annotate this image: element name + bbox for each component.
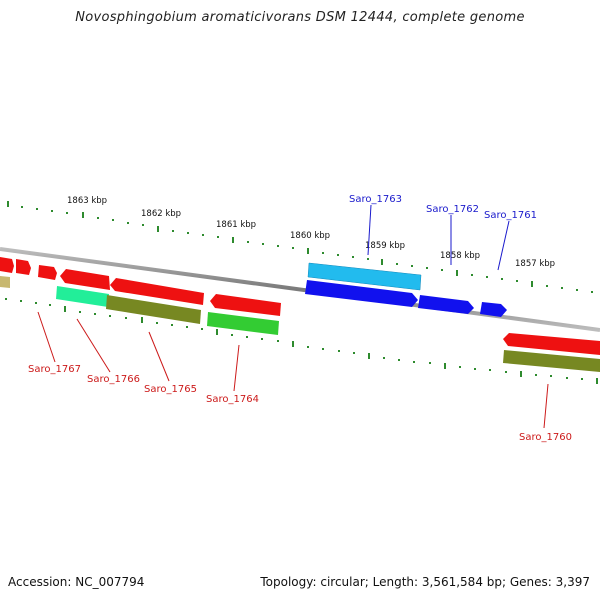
gene-saro_1764[interactable] [207,312,279,335]
gene-saro_1764-top[interactable] [210,294,281,316]
major-tick [381,259,383,265]
major-tick [444,363,446,369]
gene-forward-red[interactable] [38,265,57,280]
gene-saro_1767[interactable] [60,269,110,290]
reverse-genes [0,269,600,372]
leader-lines [37,204,549,429]
major-tick [157,226,159,232]
leader-line [497,220,510,271]
gene-label[interactable]: Saro_1765 [144,384,197,395]
major-tick [292,341,294,347]
kbp-label: 1860 kbp [290,231,330,241]
gene-label[interactable]: Saro_1764 [206,394,259,405]
leader-line [543,383,549,429]
major-tick [232,237,234,243]
kbp-label: 1861 kbp [216,220,256,230]
major-tick [216,329,218,335]
accession-text: Accession: NC_007794 [8,575,145,589]
major-tick [82,212,84,218]
kbp-label: 1862 kbp [141,209,181,219]
genome-backbone [0,247,600,332]
gene-forward-red[interactable] [16,259,31,275]
inner-tick-row [5,298,598,384]
gene-tan[interactable] [0,276,10,288]
major-tick [531,281,533,287]
forward-blue-genes [305,280,507,317]
leader-line [233,344,240,392]
major-tick [64,306,66,312]
major-tick [456,270,458,276]
map-title: Novosphingobium aromaticivorans DSM 1244… [75,10,525,25]
major-tick [520,371,522,377]
major-tick [596,378,598,384]
topology-text: Topology: circular; Length: 3,561,584 bp… [260,575,590,589]
kbp-label: 1857 kbp [515,259,555,269]
major-tick [307,248,309,254]
minor-tick-dots [21,206,593,293]
gene-saro_1760[interactable] [503,350,600,372]
gene-saro_1761[interactable] [480,302,507,317]
gene-saro_1763-blue[interactable] [305,280,418,307]
gene-label[interactable]: Saro_1767 [28,364,81,375]
gene-label[interactable]: Saro_1766 [87,374,140,385]
leader-line [76,318,111,373]
gene-teal[interactable] [56,286,109,307]
gene-saro_1766-top[interactable] [110,278,204,305]
forward-genes [0,257,422,291]
gene-label[interactable]: Saro_1761 [484,210,537,221]
minor-tick-dots [5,298,583,380]
leader-line [367,204,372,256]
gene-label[interactable]: Saro_1763 [349,194,402,205]
gene-saro_1760-top[interactable] [503,333,600,355]
gene-saro_1763[interactable] [307,262,422,291]
kbp-label: 1859 kbp [365,241,405,251]
gene-saro_1762[interactable] [418,295,474,314]
kbp-label: 1858 kbp [440,251,480,261]
gene-label[interactable]: Saro_1762 [426,204,479,215]
kbp-label: 1863 kbp [67,196,107,206]
leader-line [37,311,56,363]
gene-label[interactable]: Saro_1760 [519,432,572,443]
major-tick [7,201,9,207]
gene-forward-red[interactable] [0,257,14,273]
gene-saro_1766[interactable] [106,295,201,324]
leader-line [148,331,170,382]
major-tick [141,317,143,323]
major-tick [368,353,370,359]
outer-tick-row [7,201,593,293]
